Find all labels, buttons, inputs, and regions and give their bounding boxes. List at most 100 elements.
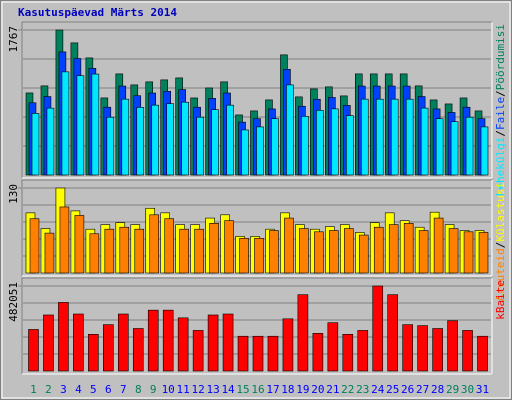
bar — [433, 217, 444, 274]
x-tick-label: 31 — [476, 383, 489, 396]
x-tick-label: 27 — [416, 383, 429, 396]
bar — [329, 230, 339, 274]
bar — [181, 101, 189, 176]
bar — [241, 129, 249, 176]
bar — [403, 223, 414, 274]
x-tick-label: 5 — [90, 383, 97, 396]
x-tick-label: 26 — [401, 383, 414, 396]
x-tick-label: 19 — [296, 383, 309, 396]
bar — [447, 320, 458, 372]
bar — [117, 313, 129, 372]
x-tick-label: 12 — [192, 383, 205, 396]
bar — [106, 116, 115, 176]
x-tick-label: 23 — [356, 383, 369, 396]
bar — [390, 98, 399, 176]
bar — [327, 322, 339, 372]
bar — [480, 126, 489, 176]
bar — [358, 234, 369, 274]
bar — [119, 226, 130, 274]
bar — [284, 217, 294, 274]
chart-title: Kasutuspäevad Märts 2014 — [18, 6, 177, 19]
legend: kBaite — [494, 280, 507, 320]
bar — [312, 333, 324, 372]
bar — [74, 215, 85, 274]
x-tick-label: 2 — [45, 383, 52, 396]
bar — [478, 232, 489, 274]
x-tick-label: 29 — [446, 383, 459, 396]
bar — [301, 116, 309, 176]
bar — [344, 228, 354, 274]
bar — [179, 228, 189, 274]
legend-entry: Lehekülgi — [494, 137, 507, 197]
bar — [29, 218, 40, 274]
bar — [271, 118, 279, 176]
bar — [44, 232, 55, 274]
bar — [61, 71, 70, 176]
x-tick-label: 10 — [162, 383, 175, 396]
bar — [43, 314, 54, 372]
bar — [256, 126, 264, 176]
bar — [269, 230, 279, 274]
bar — [103, 324, 114, 372]
bar — [331, 108, 339, 176]
x-tick-label: 22 — [341, 383, 354, 396]
bar — [420, 107, 429, 176]
x-tick-label: 28 — [431, 383, 444, 396]
bar — [166, 103, 174, 176]
bar — [346, 115, 354, 176]
x-tick-label: 11 — [177, 383, 190, 396]
bar — [222, 313, 234, 372]
bar — [134, 228, 145, 274]
bar — [450, 121, 459, 176]
bar — [164, 218, 174, 274]
bar — [418, 230, 429, 274]
bar — [209, 223, 219, 274]
bar — [254, 238, 264, 274]
x-tick-label: 4 — [75, 383, 82, 396]
bar — [297, 294, 309, 372]
x-tick-label: 17 — [266, 383, 279, 396]
bar — [435, 118, 444, 176]
bar — [46, 107, 55, 176]
bar — [91, 73, 100, 176]
bar — [194, 228, 204, 274]
bar — [372, 285, 384, 372]
bar — [224, 220, 234, 274]
bar — [59, 206, 70, 274]
bar — [463, 231, 474, 274]
bar — [252, 335, 264, 372]
bar — [88, 333, 99, 372]
bar — [342, 333, 354, 372]
bar — [31, 113, 40, 176]
legend-entry: kBaite — [494, 280, 507, 320]
bar — [477, 335, 488, 372]
bar — [432, 328, 443, 372]
bar — [388, 224, 399, 274]
bar — [121, 98, 130, 176]
bar — [405, 98, 414, 176]
bar — [89, 233, 100, 274]
bar — [147, 309, 159, 372]
bar — [387, 294, 399, 372]
x-tick-label: 15 — [236, 383, 249, 396]
legend-entry: Arvuteid — [494, 248, 507, 301]
legend-entry: Pöördumisi — [494, 24, 507, 90]
bar — [28, 329, 39, 372]
x-tick-label: 13 — [206, 383, 219, 396]
x-tick-label: 21 — [326, 383, 339, 396]
x-tick-label: 30 — [461, 383, 474, 396]
bar — [267, 335, 279, 372]
bar — [357, 330, 369, 372]
bar — [149, 214, 160, 274]
bar — [151, 104, 160, 176]
bar — [207, 314, 219, 372]
x-tick-label: 6 — [105, 383, 112, 396]
bar — [417, 325, 428, 372]
x-tick-label: 25 — [386, 383, 399, 396]
bar — [462, 330, 473, 372]
bar — [132, 328, 144, 372]
x-tick-label: 20 — [311, 383, 324, 396]
x-tick-label: 3 — [60, 383, 67, 396]
